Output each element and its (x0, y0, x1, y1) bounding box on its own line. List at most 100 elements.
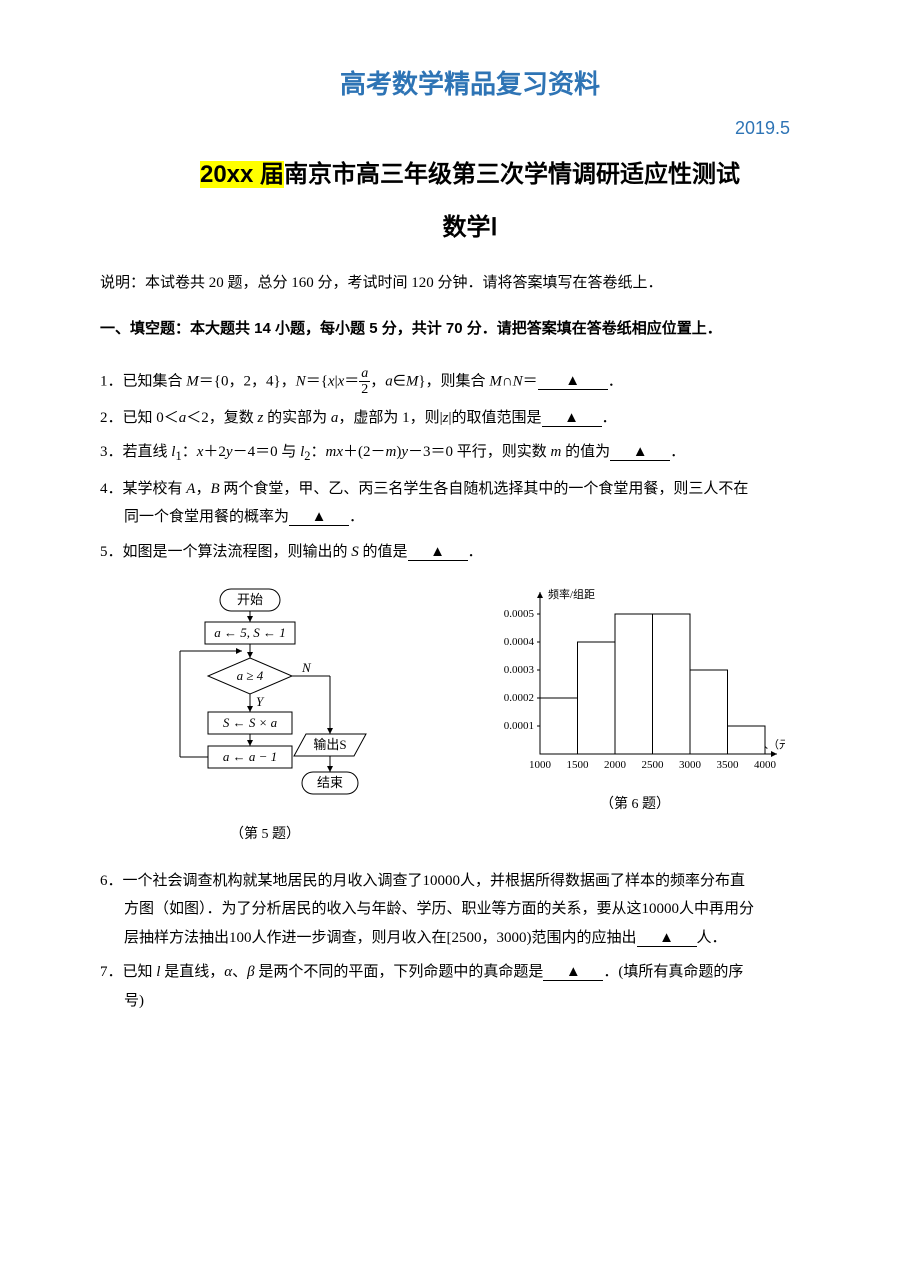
svg-text:a ← 5, S ← 1: a ← 5, S ← 1 (214, 625, 286, 640)
q6-text: 6．一个社会调查机构就某地居民的月收入调查了10000人，并根据所得数据画了样本… (100, 873, 745, 889)
q7-text: 号) (100, 987, 840, 1016)
svg-text:a ≥ 4: a ≥ 4 (237, 668, 264, 683)
blank-symbol: ▲ (430, 544, 445, 560)
q2-text: 的实部为 (263, 410, 331, 426)
question-1: 1．已知集合 M＝{0，2，4}，N＝{x|x＝a2，a∈M}，则集合 M∩N＝… (100, 366, 840, 398)
q4-text: 两个食堂，甲、乙、丙三名学生各自随机选择其中的一个食堂用餐，则三人不在 (220, 481, 749, 497)
histogram-figure: 频率/组距月收入（元）0.00010.00020.00030.00040.000… (485, 584, 785, 819)
svg-text:a ← a − 1: a ← a − 1 (223, 749, 277, 764)
question-6: 6．一个社会调查机构就某地居民的月收入调查了10000人，并根据所得数据画了样本… (100, 867, 840, 953)
q1-text: ＝{0，2，4}， (199, 373, 296, 389)
question-4: 4．某学校有 A，B 两个食堂，甲、乙、丙三名学生各自随机选择其中的一个食堂用餐… (100, 475, 840, 532)
q7-text: 7．已知 (100, 964, 156, 980)
q1-text: 1．已知集合 (100, 373, 186, 389)
blank-symbol: ▲ (565, 373, 580, 389)
q1-text: }，则集合 (418, 373, 489, 389)
q2-text: ，虚部为 1，则| (338, 410, 442, 426)
q2-text: ． (602, 410, 617, 426)
blank: ▲ (610, 445, 670, 461)
svg-text:Y: Y (256, 694, 265, 709)
q3-text: －3＝0 平行，则实数 (408, 444, 551, 460)
svg-text:0.0002: 0.0002 (504, 692, 534, 704)
svg-text:S ← S × a: S ← S × a (223, 715, 278, 730)
section-heading: 一、填空题：本大题共 14 小题，每小题 5 分，共计 70 分．请把答案填在答… (100, 315, 840, 344)
q1-text: ＝ (523, 373, 538, 389)
q4-text: ． (349, 509, 364, 525)
svg-text:0.0004: 0.0004 (504, 636, 535, 648)
q3-text: 3．若直线 (100, 444, 171, 460)
q5-text: 5．如图是一个算法流程图，则输出的 (100, 544, 351, 560)
q2-text: 2．已知 0＜ (100, 410, 179, 426)
q1-text: ＝ (344, 373, 359, 389)
histogram-caption: （第 6 题） (600, 792, 670, 819)
svg-text:1000: 1000 (529, 759, 552, 771)
svg-text:1500: 1500 (567, 759, 590, 771)
q1-text: ∈ (393, 373, 406, 389)
q3-text: ． (670, 444, 685, 460)
sub-title: 数学Ⅰ (100, 205, 840, 251)
main-title-rest: 南京市高三年级第三次学情调研适应性测试 (284, 161, 740, 188)
q7-text: ．(填所有真命题的序 (603, 964, 743, 980)
figure-row: 开始 a ← 5, S ← 1 a ≥ 4 N Y S ← S × a a ← a − 1 输… (100, 584, 840, 849)
blank: ▲ (543, 965, 603, 981)
q7-text: 、 (232, 964, 247, 980)
highlight-year: 20xx 届 (200, 161, 284, 188)
q3-text: ＋(2－ (343, 444, 386, 460)
blank: ▲ (542, 411, 602, 427)
q6-text: 人． (697, 930, 727, 946)
q2-text: ＜2，复数 (186, 410, 257, 426)
flowchart-caption: （第 5 题） (230, 822, 300, 849)
svg-text:频率/组距: 频率/组距 (548, 587, 595, 601)
instruction-text: 说明：本试卷共 20 题，总分 160 分，考试时间 120 分钟．请将答案填写… (100, 269, 840, 298)
svg-text:2500: 2500 (642, 759, 665, 771)
q7-text: 是直线， (160, 964, 224, 980)
svg-text:0.0003: 0.0003 (504, 664, 535, 676)
question-5: 5．如图是一个算法流程图，则输出的 S 的值是▲． (100, 538, 840, 567)
svg-text:3000: 3000 (679, 759, 702, 771)
q5-text: ． (468, 544, 483, 560)
blank-symbol: ▲ (312, 509, 327, 525)
q6-text: 层抽样方法抽出100人作进一步调查，则月收入在[2500，3000)范围内的应抽… (124, 930, 637, 946)
q3-text: ： (311, 444, 326, 460)
blank-symbol: ▲ (633, 444, 648, 460)
main-title: 20xx 届南京市高三年级第三次学情调研适应性测试 (100, 152, 840, 198)
q6-text: 方图（如图）．为了分析居民的收入与年龄、学历、职业等方面的关系，要从这10000… (100, 895, 840, 924)
svg-text:开始: 开始 (237, 592, 263, 607)
q3-text: 的值为 (561, 444, 610, 460)
svg-text:2000: 2000 (604, 759, 627, 771)
page-header-date: 2019.5 (100, 111, 790, 145)
q1-text: ． (608, 373, 623, 389)
page-header-title: 高考数学精品复习资料 (100, 60, 840, 109)
svg-text:输出S: 输出S (313, 737, 346, 752)
q4-text: ， (195, 481, 210, 497)
q7-text: 是两个不同的平面，下列命题中的真命题是 (255, 964, 544, 980)
q1-text: ， (370, 373, 385, 389)
svg-text:0.0005: 0.0005 (504, 608, 535, 620)
svg-text:0.0001: 0.0001 (504, 720, 534, 732)
blank: ▲ (289, 510, 349, 526)
flowchart-figure: 开始 a ← 5, S ← 1 a ≥ 4 N Y S ← S × a a ← a − 1 输… (155, 584, 375, 849)
question-2: 2．已知 0＜a＜2，复数 z 的实部为 a，虚部为 1，则|z|的取值范围是▲… (100, 404, 840, 433)
blank: ▲ (637, 931, 697, 947)
q5-text: 的值是 (359, 544, 408, 560)
q1-text: ＝{ (306, 373, 328, 389)
question-7: 7．已知 l 是直线，α、β 是两个不同的平面，下列命题中的真命题是▲．(填所有… (100, 958, 840, 1015)
flowchart-svg: 开始 a ← 5, S ← 1 a ≥ 4 N Y S ← S × a a ← a − 1 输… (155, 584, 375, 814)
blank-symbol: ▲ (566, 964, 581, 980)
svg-text:3500: 3500 (717, 759, 740, 771)
svg-text:N: N (301, 660, 312, 675)
q1-text: ∩ (502, 373, 513, 389)
q4-text: 4．某学校有 (100, 481, 186, 497)
q3-text: ： (182, 444, 197, 460)
blank: ▲ (408, 545, 468, 561)
q3-text: ＋2 (203, 444, 226, 460)
q2-text: |的取值范围是 (449, 410, 542, 426)
blank: ▲ (538, 374, 608, 390)
q3-text: －4＝0 与 (233, 444, 301, 460)
svg-text:4000: 4000 (754, 759, 777, 771)
blank-symbol: ▲ (659, 930, 674, 946)
blank-symbol: ▲ (564, 410, 579, 426)
svg-text:结束: 结束 (317, 775, 343, 790)
question-3: 3．若直线 l1：x＋2y－4＝0 与 l2：mx＋(2－m)y－3＝0 平行，… (100, 438, 840, 469)
histogram-svg: 频率/组距月收入（元）0.00010.00020.00030.00040.000… (485, 584, 785, 784)
